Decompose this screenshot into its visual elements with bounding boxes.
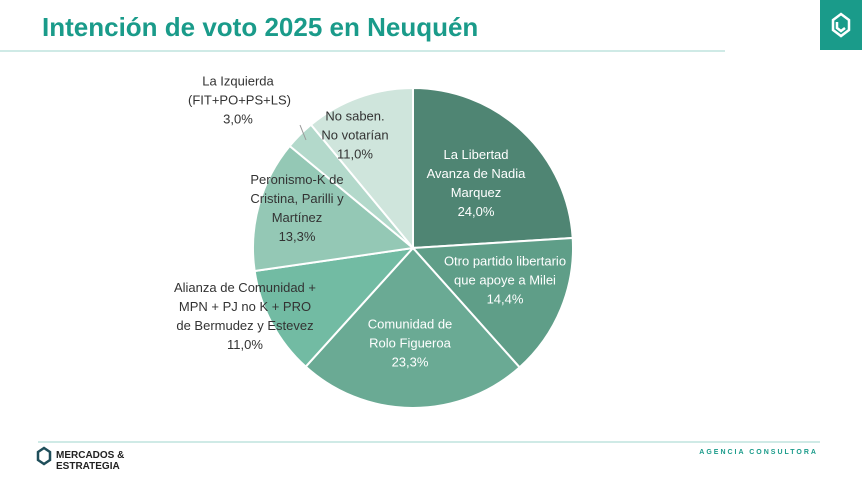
footer-logo: [36, 446, 52, 466]
slice-label: Comunidad de Rolo Figueroa 23,3%: [355, 315, 465, 372]
brand-line: ESTRATEGIA: [56, 461, 120, 472]
slice-value: 14,4%: [486, 291, 524, 307]
pie-slice: [252, 144, 416, 273]
slice-label: La Izquierda (FIT+PO+PS+LS) 3,0%: [188, 72, 291, 129]
slice-label: Peronismo-K de Cristina, Parilli y Martí…: [245, 170, 350, 246]
slice-value: 24,0%: [457, 204, 495, 219]
slice-name: Alianza de Comunidad + MPN + PJ no K + P…: [173, 280, 316, 333]
slice-name: La Libertad Avanza de Nadia Marquez: [426, 147, 526, 200]
pie-slice: [309, 86, 414, 251]
logo-box: [820, 0, 862, 50]
slice-name: Comunidad de Rolo Figueroa: [367, 316, 453, 351]
slice-label: No saben. No votarían 11,0%: [318, 107, 393, 164]
leader-line: [299, 124, 307, 141]
slice-value: 13,3%: [278, 229, 316, 244]
pie-slice: [253, 246, 416, 369]
logo-icon: [831, 12, 851, 38]
slice-value: 3,0%: [223, 111, 253, 127]
slice-value: 11,0%: [337, 146, 373, 162]
pie-slice: [410, 236, 574, 369]
slice-value: 23,3%: [391, 354, 429, 370]
slice-name: No saben. No votarían: [321, 108, 389, 143]
pie-slice: [412, 86, 574, 250]
slice-name: Peronismo-K de Cristina, Parilli y Martí…: [250, 172, 344, 225]
slice-name: La Izquierda (FIT+PO+PS+LS): [188, 73, 291, 108]
tagline: AGENCIA CONSULTORA: [699, 449, 818, 456]
slice-label: La Libertad Avanza de Nadia Marquez 24,0%: [426, 145, 526, 221]
slice-name: Otro partido libertario que apoye a Mile…: [443, 253, 567, 288]
brand: MERCADOS & ESTRATEGIA: [56, 450, 124, 472]
slice-label: Otro partido libertario que apoye a Mile…: [435, 252, 575, 309]
title: Intención de voto 2025 en Neuquén: [42, 12, 479, 42]
slice-label: Alianza de Comunidad + MPN + PJ no K + P…: [170, 278, 320, 354]
pie-slice: [304, 246, 521, 409]
brand-line: MERCADOS &: [56, 450, 125, 461]
slice-value: 11,0%: [227, 337, 263, 352]
